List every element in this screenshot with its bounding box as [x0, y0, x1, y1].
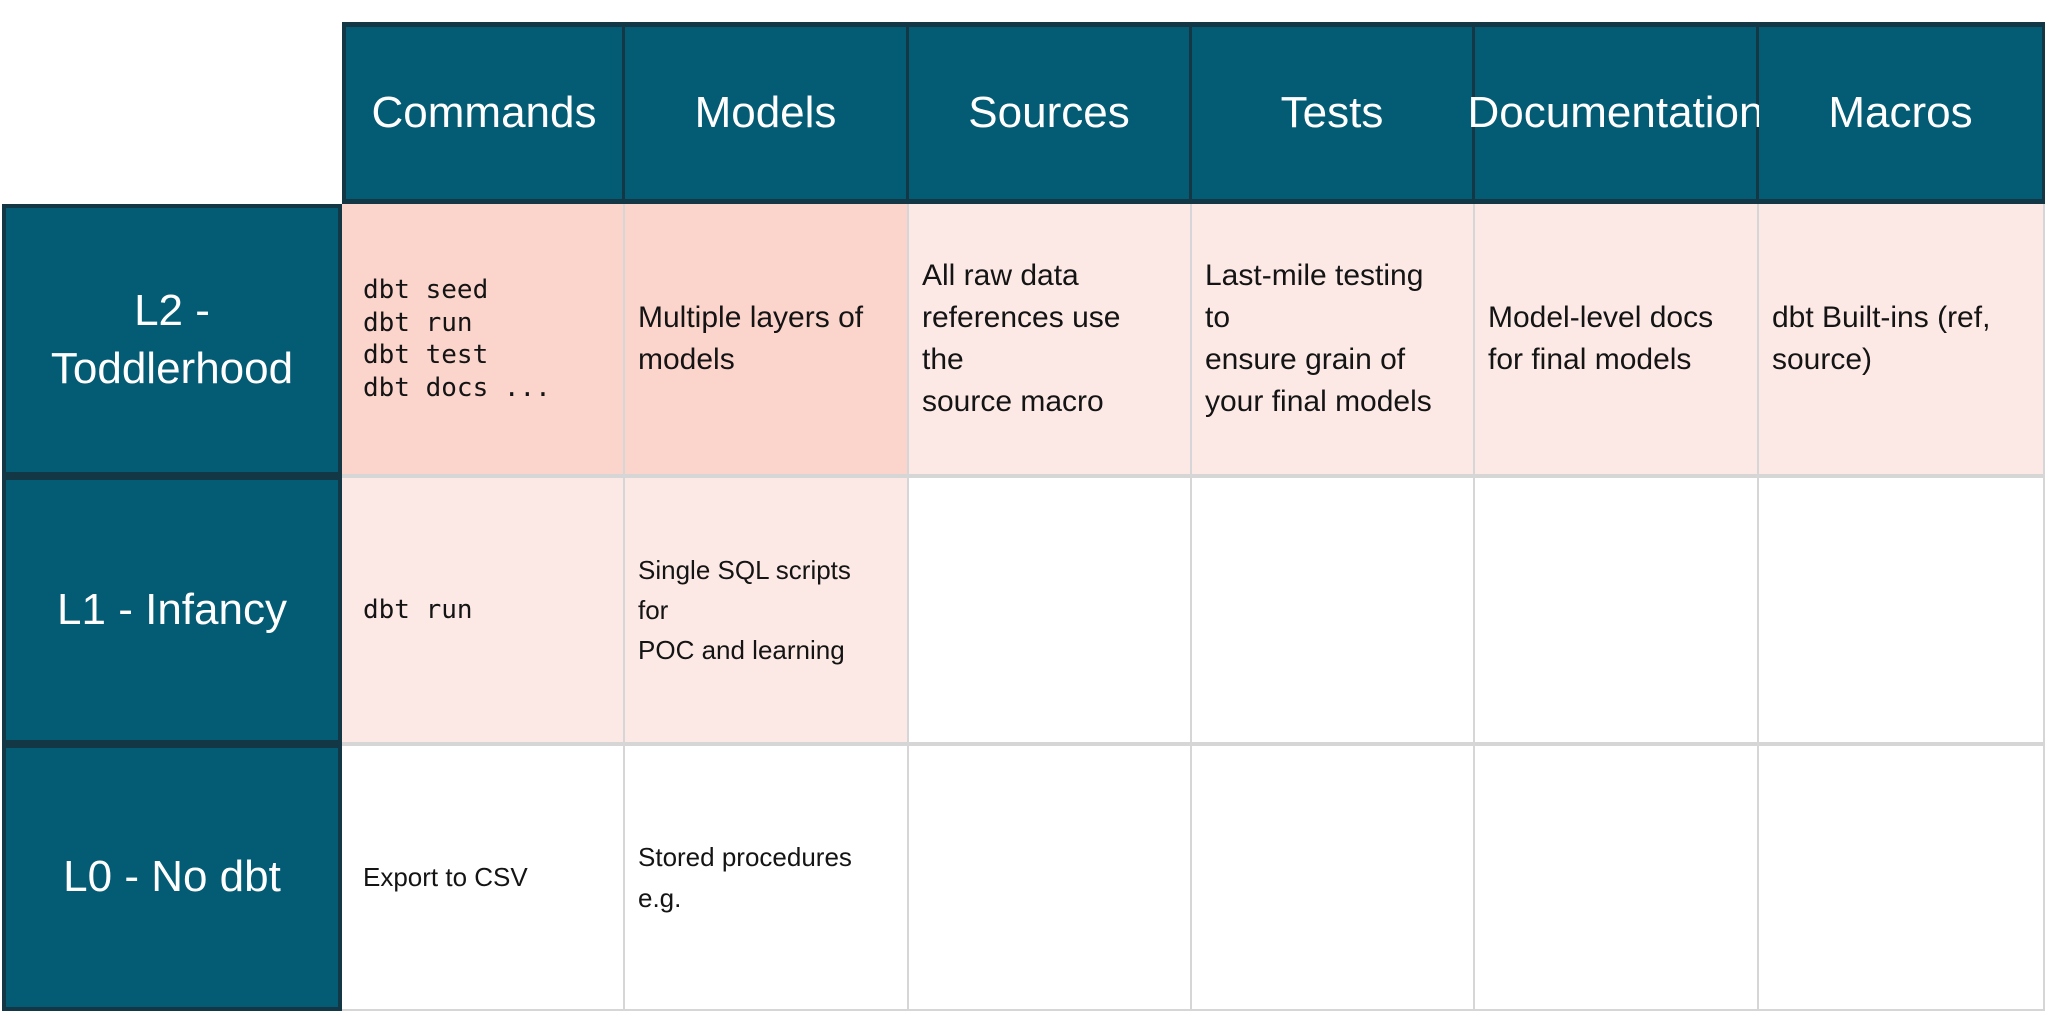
cell-l2-sources-text: All raw data references use the source m…	[922, 259, 1121, 418]
row-header-l1-infancy: L1 - Infancy	[2, 476, 342, 744]
cell-l2-models: Multiple layers of models	[625, 204, 909, 476]
cell-l2-sources: All raw data references use the source m…	[909, 204, 1192, 476]
cell-l2-models-text: Multiple layers of models	[638, 301, 864, 376]
cell-l2-documentation-text: Model-level docs for final models	[1488, 301, 1714, 376]
cell-l0-documentation	[1475, 744, 1759, 1011]
row-header-l0-no-dbt: L0 - No dbt	[2, 744, 342, 1011]
cell-l1-models-text: Single SQL scripts for POC and learning	[638, 554, 851, 666]
cell-l1-commands: dbt run	[342, 476, 625, 744]
corner-cell	[2, 22, 342, 204]
cell-l2-macros-text: dbt Built-ins (ref, source)	[1772, 301, 1991, 376]
cell-l0-models: Stored procedures e.g.	[625, 744, 909, 1011]
cell-l0-tests	[1192, 744, 1475, 1011]
cell-l0-commands: Export to CSV	[342, 744, 625, 1011]
cell-l1-commands-text: dbt run	[363, 594, 473, 625]
maturity-matrix-table: Commands Models Sources Tests Documentat…	[2, 22, 2045, 1011]
cell-l1-macros	[1759, 476, 2045, 744]
cell-l0-macros	[1759, 744, 2045, 1011]
cell-l1-models: Single SQL scripts for POC and learning	[625, 476, 909, 744]
cell-l2-tests: Last-mile testing to ensure grain of you…	[1192, 204, 1475, 476]
cell-l2-commands-text: dbt seed dbt run dbt test dbt docs ...	[363, 275, 551, 403]
cell-l2-macros: dbt Built-ins (ref, source)	[1759, 204, 2045, 476]
column-header-tests: Tests	[1192, 22, 1475, 204]
column-header-macros: Macros	[1759, 22, 2045, 204]
column-header-models: Models	[625, 22, 909, 204]
cell-l2-commands: dbt seed dbt run dbt test dbt docs ...	[342, 204, 625, 476]
cell-l0-models-text: Stored procedures e.g.	[638, 842, 852, 913]
column-header-sources: Sources	[909, 22, 1192, 204]
cell-l2-documentation: Model-level docs for final models	[1475, 204, 1759, 476]
cell-l1-tests	[1192, 476, 1475, 744]
cell-l1-documentation	[1475, 476, 1759, 744]
row-header-l2-toddlerhood: L2 - Toddlerhood	[2, 204, 342, 476]
cell-l1-sources	[909, 476, 1192, 744]
column-header-commands: Commands	[342, 22, 625, 204]
cell-l2-tests-text: Last-mile testing to ensure grain of you…	[1205, 259, 1432, 418]
cell-l0-sources	[909, 744, 1192, 1011]
cell-l0-commands-text: Export to CSV	[363, 862, 528, 893]
column-header-documentation: Documentation	[1468, 22, 1763, 204]
